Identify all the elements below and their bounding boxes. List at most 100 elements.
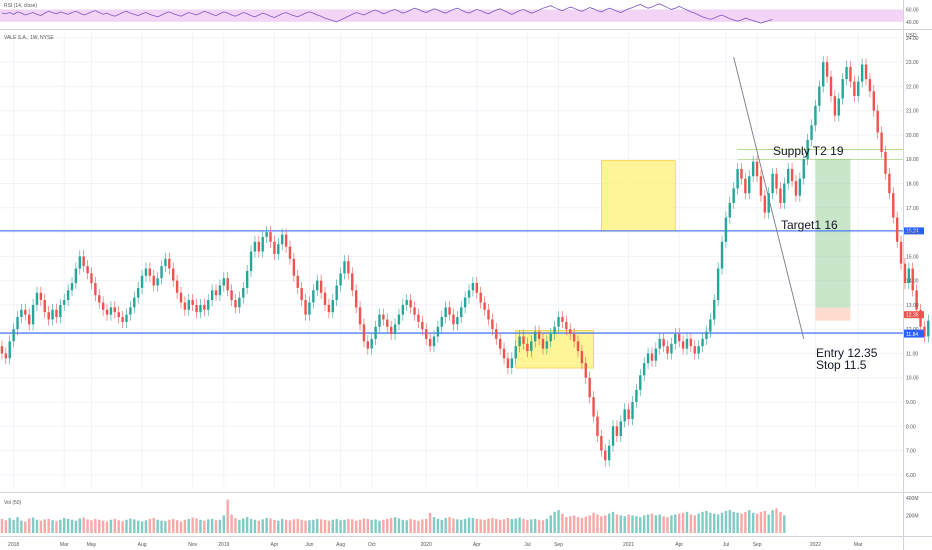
candle xyxy=(16,310,19,336)
candle xyxy=(623,403,626,428)
volume-bar xyxy=(113,518,117,533)
candle xyxy=(105,303,109,321)
candle xyxy=(786,162,790,190)
candle xyxy=(685,332,689,355)
candle xyxy=(257,235,261,258)
candle xyxy=(530,335,533,358)
candle xyxy=(432,330,436,353)
zone-consolidation[interactable] xyxy=(601,160,676,232)
candle xyxy=(269,226,272,248)
candle xyxy=(312,284,315,309)
candle xyxy=(884,145,887,180)
candle xyxy=(654,342,658,367)
candle xyxy=(183,296,187,316)
time-tick-label: Jul xyxy=(723,542,729,548)
volume-bar xyxy=(308,520,311,533)
candle xyxy=(382,308,385,326)
volume-bar xyxy=(720,512,724,533)
volume-bar xyxy=(553,511,556,533)
price-tick-label: 9.00 xyxy=(906,400,916,406)
candle xyxy=(125,308,128,328)
volume-bar xyxy=(39,520,43,533)
volume-bar xyxy=(117,520,120,533)
volume-bar xyxy=(432,517,436,533)
candle xyxy=(39,286,43,307)
candle xyxy=(343,255,346,280)
candle xyxy=(713,293,716,326)
candle xyxy=(771,167,774,200)
volume-bar xyxy=(697,513,700,533)
volume-bar xyxy=(156,519,159,533)
candle xyxy=(273,235,276,260)
candle xyxy=(759,170,763,202)
volume-bar xyxy=(358,519,362,533)
volume-bar xyxy=(218,519,222,533)
candle xyxy=(666,340,669,360)
candle xyxy=(218,279,222,302)
volume-bar xyxy=(596,514,599,533)
volume-bar xyxy=(611,511,615,533)
price-axis[interactable]: 24.00 23.00 22.00 21.00 20.00 19.00 18.00 17.00… xyxy=(906,36,919,479)
time-tick-label: Sep xyxy=(554,542,563,548)
candle xyxy=(604,444,607,467)
volume-bar xyxy=(751,512,755,533)
candle xyxy=(78,250,81,275)
volume-bar xyxy=(179,521,183,533)
volume-bar xyxy=(362,518,366,533)
volume-bar xyxy=(4,520,8,533)
candle xyxy=(475,276,479,299)
candle xyxy=(923,320,926,343)
volume-bar xyxy=(623,516,626,533)
volume-bar xyxy=(654,515,658,533)
time-tick-label: Aug xyxy=(138,542,147,548)
volume-bar xyxy=(467,517,471,533)
target-region[interactable] xyxy=(815,159,851,308)
candle xyxy=(650,347,654,367)
candle xyxy=(175,274,179,299)
volume-bar xyxy=(382,519,385,533)
volume-bar xyxy=(261,519,264,533)
volume-bar xyxy=(487,518,490,533)
volume-bar xyxy=(522,518,525,533)
candle xyxy=(428,332,432,353)
candle xyxy=(133,291,136,314)
volume-bar xyxy=(510,518,514,533)
volume-bar xyxy=(452,518,455,533)
candle xyxy=(600,429,603,457)
candle xyxy=(471,276,475,297)
volume-bar xyxy=(86,519,89,533)
volume-bar xyxy=(296,518,299,533)
volume-tick-label: 200M xyxy=(906,513,919,519)
candle xyxy=(716,262,720,307)
price-tick-label: 22.00 xyxy=(906,84,919,90)
rsi-label: RSI (14, close) xyxy=(4,3,37,9)
time-tick-label: Jul xyxy=(524,542,530,548)
candle xyxy=(339,267,342,292)
volume-bar xyxy=(27,518,31,533)
volume-bar xyxy=(47,518,50,533)
volume-bar xyxy=(592,512,595,533)
volume-bar xyxy=(133,519,136,533)
position-tool[interactable] xyxy=(815,159,851,321)
candle xyxy=(378,308,381,333)
volume-bar xyxy=(269,518,272,533)
candle xyxy=(569,323,572,341)
stop-region[interactable] xyxy=(815,307,851,321)
candle xyxy=(347,255,350,280)
candle xyxy=(354,284,358,314)
price-tick-label: 12.00 xyxy=(906,327,919,333)
time-axis[interactable]: 2018 Mar May Aug Nov 2019 Apr Jun Aug Oct 2020 Apr J… xyxy=(8,542,863,548)
volume-bar xyxy=(280,518,284,533)
candle xyxy=(214,284,218,302)
candle xyxy=(701,332,704,353)
volume-bar xyxy=(619,515,623,533)
volume-bar xyxy=(140,521,144,533)
volume-bar xyxy=(35,519,39,533)
price-tick-label: 14.00 xyxy=(906,279,919,285)
candle xyxy=(728,196,732,224)
annotation-stop: Stop 11.5 xyxy=(816,358,867,372)
candle xyxy=(366,335,370,355)
price-tick-label: 17.00 xyxy=(906,206,919,212)
candle xyxy=(136,281,140,304)
